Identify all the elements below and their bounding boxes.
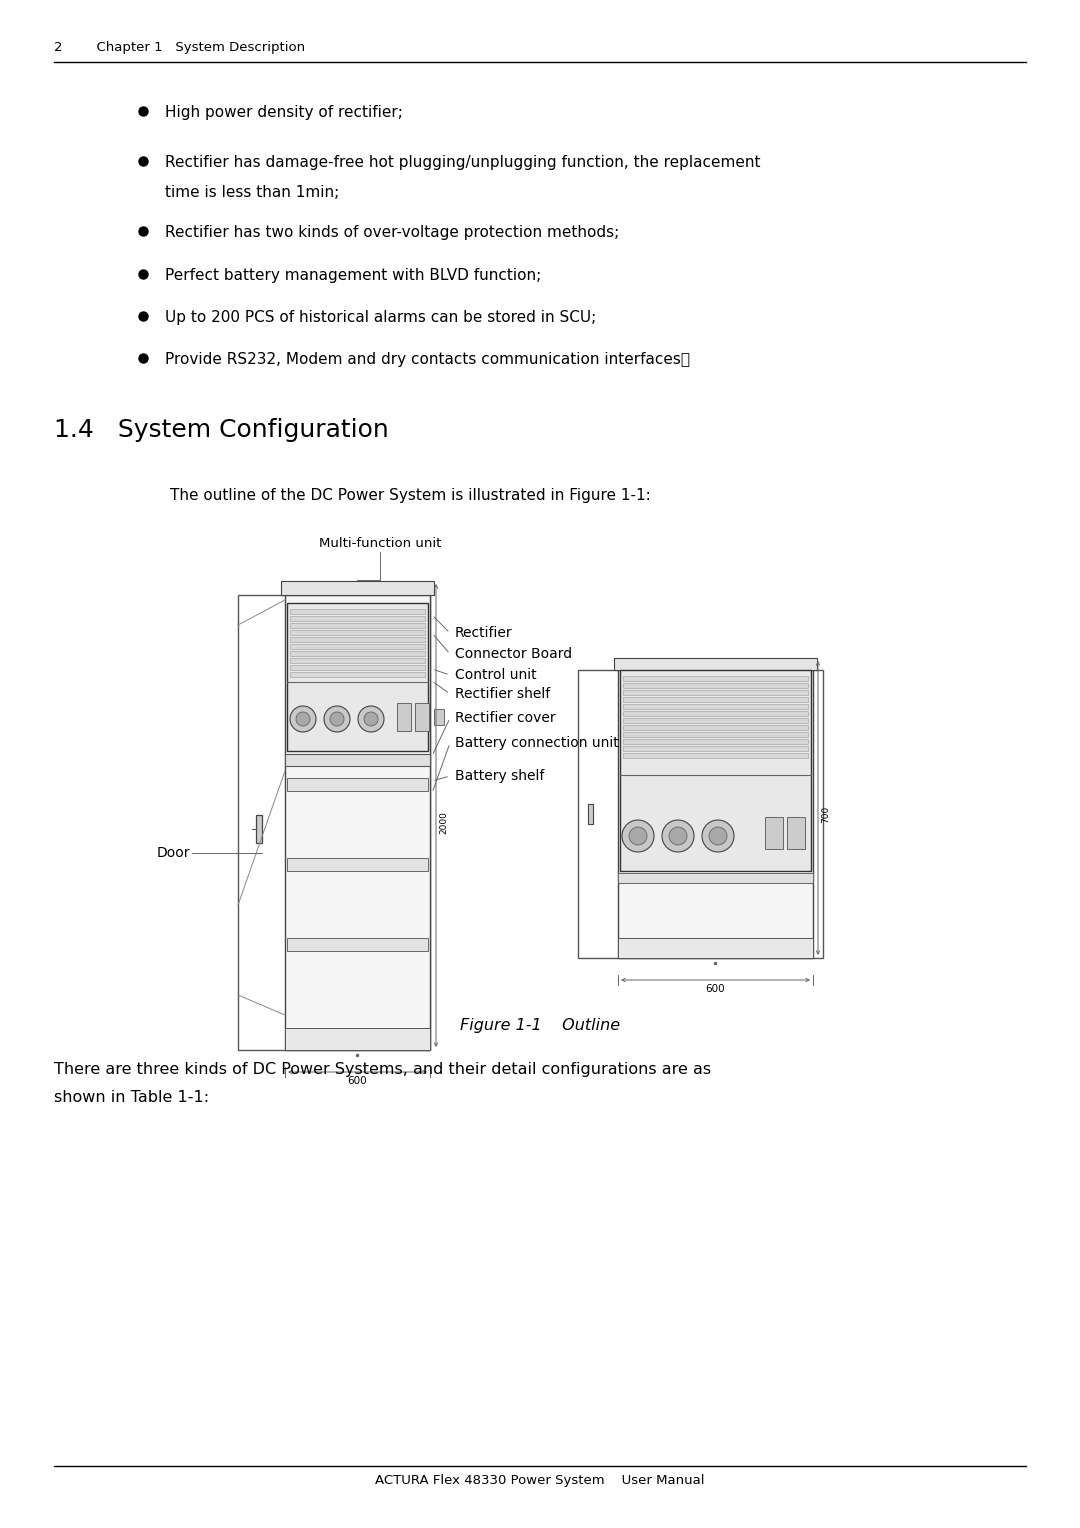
Bar (623, 675, 808, 681)
Text: 700: 700 (821, 805, 831, 822)
Text: Provide RS232, Modem and dry contacts communication interfaces：: Provide RS232, Modem and dry contacts co… (165, 351, 690, 367)
Text: 2        Chapter 1   System Description: 2 Chapter 1 System Description (54, 41, 306, 53)
Bar (434, 709, 444, 724)
Bar (285, 594, 430, 1050)
Circle shape (364, 712, 378, 726)
Bar (787, 817, 805, 850)
Circle shape (291, 706, 316, 732)
Text: There are three kinds of DC Power Systems, and their detail configurations are a: There are three kinds of DC Power System… (54, 1062, 711, 1077)
Bar (291, 665, 426, 669)
Bar (291, 643, 426, 649)
Bar (623, 732, 808, 736)
Text: Multi-function unit: Multi-function unit (319, 536, 442, 550)
Text: Rectifier cover: Rectifier cover (455, 711, 555, 724)
Bar (618, 669, 813, 958)
Text: 1.4   System Configuration: 1.4 System Configuration (54, 419, 389, 442)
Circle shape (357, 706, 384, 732)
Circle shape (702, 821, 734, 853)
Bar (291, 672, 426, 677)
Text: ACTURA Flex 48330 Power System    User Manual: ACTURA Flex 48330 Power System User Manu… (375, 1475, 705, 1487)
Bar (623, 683, 808, 688)
Text: Control unit: Control unit (455, 668, 537, 681)
Text: Door: Door (157, 847, 190, 860)
Bar (291, 616, 426, 620)
Text: shown in Table 1-1:: shown in Table 1-1: (54, 1089, 210, 1105)
Bar (618, 938, 813, 958)
Bar (623, 711, 808, 717)
Bar (623, 740, 808, 744)
Text: 2000: 2000 (438, 811, 448, 834)
Text: Rectifier has two kinds of over-voltage protection methods;: Rectifier has two kinds of over-voltage … (165, 225, 619, 240)
Bar (618, 872, 813, 883)
Circle shape (330, 712, 345, 726)
Bar (287, 778, 428, 792)
Circle shape (662, 821, 694, 853)
Text: Rectifier has damage-free hot plugging/unplugging function, the replacement: Rectifier has damage-free hot plugging/u… (165, 154, 760, 170)
Bar (238, 594, 430, 1050)
Bar (623, 697, 808, 701)
Bar (291, 630, 426, 636)
Circle shape (324, 706, 350, 732)
Text: Battery connection unit: Battery connection unit (455, 736, 619, 750)
Bar (291, 623, 426, 628)
Text: Figure 1-1    Outline: Figure 1-1 Outline (460, 1018, 620, 1033)
Text: Up to 200 PCS of historical alarms can be stored in SCU;: Up to 200 PCS of historical alarms can b… (165, 310, 596, 325)
Bar (623, 718, 808, 723)
Bar (287, 604, 428, 750)
Text: Battery shelf: Battery shelf (455, 769, 544, 782)
Bar (765, 817, 783, 850)
Text: Connector Board: Connector Board (455, 646, 572, 662)
Bar (256, 814, 262, 843)
Circle shape (708, 827, 727, 845)
Text: time is less than 1min;: time is less than 1min; (165, 185, 339, 200)
Circle shape (622, 821, 654, 853)
Bar (620, 669, 811, 871)
Text: Rectifier: Rectifier (455, 626, 513, 640)
Text: 600: 600 (705, 984, 726, 995)
Text: Perfect battery management with BLVD function;: Perfect battery management with BLVD fun… (165, 267, 541, 283)
Bar (588, 804, 593, 824)
Bar (623, 753, 808, 758)
Bar (623, 704, 808, 709)
Bar (397, 703, 411, 730)
Bar (291, 659, 426, 663)
Text: High power density of rectifier;: High power density of rectifier; (165, 105, 403, 121)
Bar (281, 581, 434, 594)
Circle shape (669, 827, 687, 845)
Text: 600: 600 (348, 1076, 367, 1086)
Bar (623, 724, 808, 730)
Bar (291, 610, 426, 614)
Text: Rectifier shelf: Rectifier shelf (455, 688, 550, 701)
Bar (578, 669, 823, 958)
Bar (291, 637, 426, 642)
Bar (415, 703, 429, 730)
Bar (287, 859, 428, 871)
Bar (287, 938, 428, 950)
Bar (285, 1028, 430, 1050)
Bar (285, 753, 430, 766)
Bar (623, 691, 808, 695)
Text: The outline of the DC Power System is illustrated in Figure 1-1:: The outline of the DC Power System is il… (170, 487, 651, 503)
Bar (623, 746, 808, 750)
Circle shape (629, 827, 647, 845)
Circle shape (296, 712, 310, 726)
Bar (291, 651, 426, 656)
Bar (615, 659, 816, 669)
